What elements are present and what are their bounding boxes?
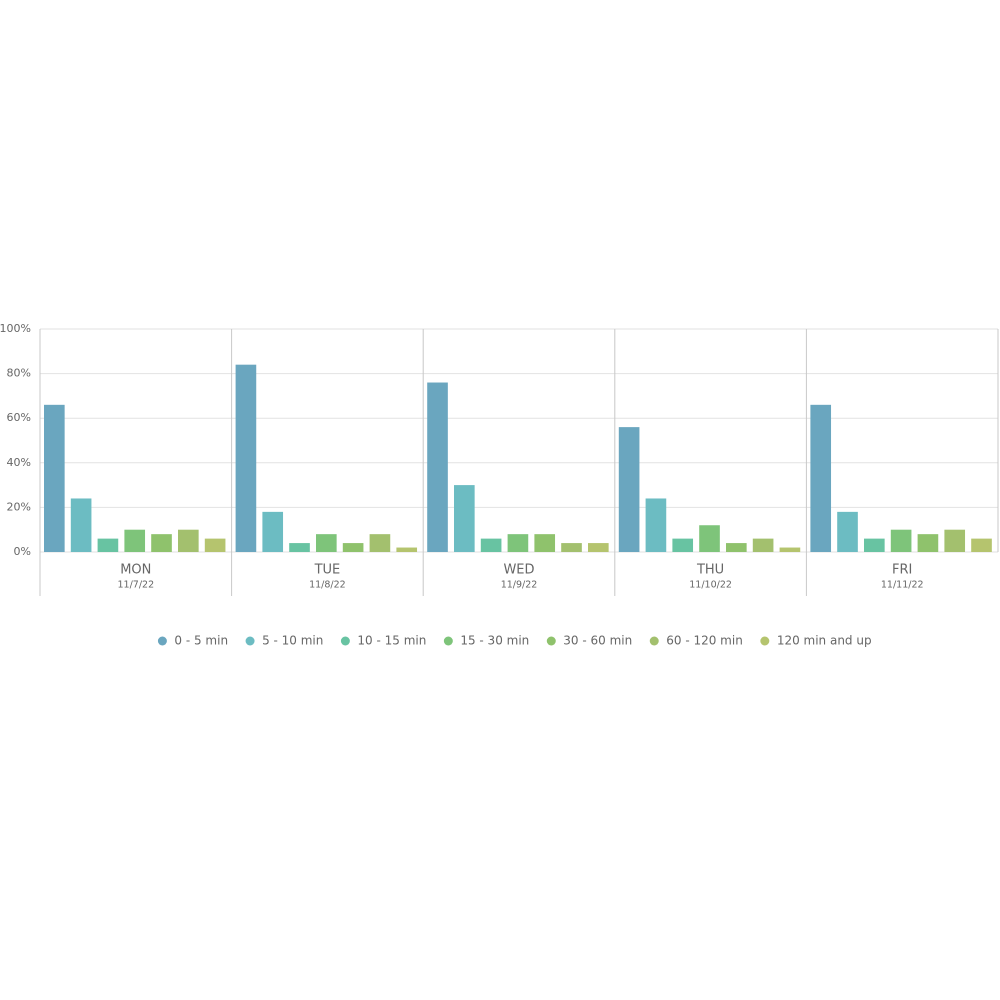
x-tick-label: FRI xyxy=(892,563,912,578)
bar xyxy=(369,534,391,552)
bar xyxy=(97,538,119,552)
y-tick-label: 80% xyxy=(7,367,31,380)
bar xyxy=(204,538,226,552)
bar xyxy=(44,404,65,552)
bar xyxy=(342,543,364,552)
bar xyxy=(890,529,912,552)
y-tick-label: 100% xyxy=(0,322,31,335)
bar xyxy=(289,543,310,552)
bar xyxy=(507,534,529,552)
bar xyxy=(588,543,609,552)
bar xyxy=(645,498,667,552)
legend-label: 0 - 5 min xyxy=(174,634,228,648)
bar xyxy=(480,538,502,552)
legend-label: 120 min and up xyxy=(777,634,872,648)
bar xyxy=(427,382,448,552)
bar xyxy=(864,538,885,552)
legend-label: 10 - 15 min xyxy=(357,634,426,648)
x-tick-sublabel: 11/8/22 xyxy=(309,580,346,591)
bar xyxy=(944,529,966,552)
legend-label: 60 - 120 min xyxy=(666,634,743,648)
legend-marker xyxy=(157,636,167,646)
bar xyxy=(752,538,774,552)
bar xyxy=(779,547,801,552)
x-tick-sublabel: 11/7/22 xyxy=(117,580,154,591)
legend-marker xyxy=(649,636,659,646)
y-tick-label: 60% xyxy=(7,411,31,424)
x-tick-label: MON xyxy=(120,563,151,578)
y-tick-label: 20% xyxy=(7,500,31,513)
legend-marker xyxy=(340,636,350,646)
bar xyxy=(561,543,582,552)
bar xyxy=(534,534,556,552)
y-tick-label: 0% xyxy=(14,545,31,558)
legend-marker xyxy=(443,636,453,646)
y-tick-label: 40% xyxy=(7,456,31,469)
bar xyxy=(672,538,694,552)
x-tick-label: TUE xyxy=(314,563,341,578)
x-tick-label: THU xyxy=(696,563,724,578)
x-tick-sublabel: 11/11/22 xyxy=(881,580,924,591)
bar xyxy=(726,543,747,552)
bar xyxy=(262,511,284,552)
x-tick-sublabel: 11/10/22 xyxy=(689,580,732,591)
legend-marker xyxy=(546,636,556,646)
bar xyxy=(124,529,146,552)
bar xyxy=(917,534,939,552)
bar xyxy=(70,498,92,552)
x-tick-label: WED xyxy=(503,563,534,578)
bar xyxy=(178,529,199,552)
bar xyxy=(837,511,858,552)
bar xyxy=(396,547,418,552)
bar xyxy=(618,427,640,552)
bar xyxy=(454,485,475,552)
legend-label: 15 - 30 min xyxy=(460,634,529,648)
x-tick-sublabel: 11/9/22 xyxy=(501,580,538,591)
legend-label: 5 - 10 min xyxy=(262,634,323,648)
bar xyxy=(699,525,720,552)
legend-marker xyxy=(760,636,770,646)
bar xyxy=(316,534,337,552)
legend-marker xyxy=(245,636,255,646)
legend-label: 30 - 60 min xyxy=(563,634,632,648)
bar xyxy=(810,404,832,552)
bar xyxy=(151,534,172,552)
bar xyxy=(971,538,992,552)
bar xyxy=(235,364,257,552)
